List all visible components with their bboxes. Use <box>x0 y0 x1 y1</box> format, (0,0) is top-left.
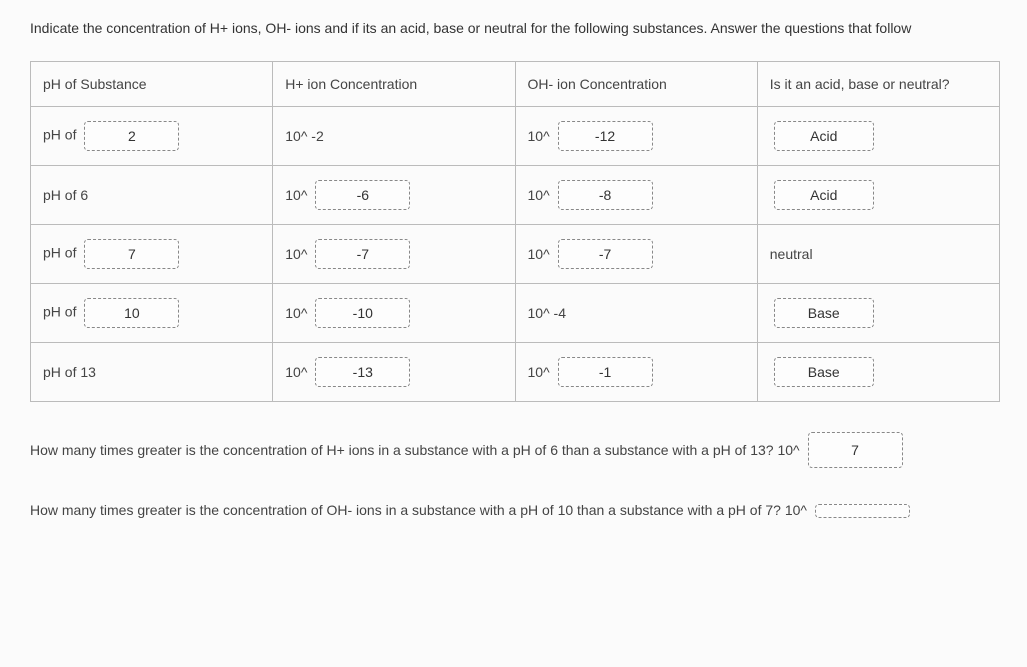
cell-h-ion: 10^ -7 <box>273 225 515 284</box>
cell-oh-ion: 10^ -7 <box>515 225 757 284</box>
ph-table: pH of Substance H+ ion Concentration OH-… <box>30 61 1000 402</box>
cell-class: Acid <box>757 166 999 225</box>
header-ph: pH of Substance <box>31 62 273 107</box>
cell-oh-ion: 10^ -12 <box>515 107 757 166</box>
class-static-neutral: neutral <box>770 246 813 262</box>
table-row: pH of 13 10^ -13 10^ -1 Base <box>31 343 1000 402</box>
ten-power-label: 10^ <box>528 187 550 203</box>
h-exp-input[interactable]: -7 <box>315 239 410 269</box>
question-1-text: How many times greater is the concentrat… <box>30 442 800 458</box>
class-input[interactable]: Base <box>774 298 874 328</box>
question-2-text: How many times greater is the concentrat… <box>30 502 807 518</box>
ph-of-13-label: pH of 13 <box>43 364 96 380</box>
cell-oh-ion: 10^ -1 <box>515 343 757 402</box>
cell-h-ion: 10^ -2 <box>273 107 515 166</box>
cell-class: neutral <box>757 225 999 284</box>
h-exp-input[interactable]: -10 <box>315 298 410 328</box>
question-2-answer[interactable] <box>815 504 910 518</box>
ph-of-6-label: pH of 6 <box>43 187 88 203</box>
cell-h-ion: 10^ -13 <box>273 343 515 402</box>
cell-ph: pH of 2 <box>31 107 273 166</box>
ph-of-label: pH of <box>43 304 76 320</box>
ph-value-input[interactable]: 10 <box>84 298 179 328</box>
h-ion-static: 10^ -2 <box>285 128 323 144</box>
h-exp-input[interactable]: -13 <box>315 357 410 387</box>
class-input[interactable]: Acid <box>774 121 874 151</box>
table-row: pH of 10 10^ -10 10^ -4 Base <box>31 284 1000 343</box>
class-input[interactable]: Acid <box>774 180 874 210</box>
cell-ph: pH of 13 <box>31 343 273 402</box>
table-header-row: pH of Substance H+ ion Concentration OH-… <box>31 62 1000 107</box>
cell-ph: pH of 10 <box>31 284 273 343</box>
cell-h-ion: 10^ -6 <box>273 166 515 225</box>
ph-of-label: pH of <box>43 245 76 261</box>
header-h-ion: H+ ion Concentration <box>273 62 515 107</box>
oh-ion-static: 10^ -4 <box>528 305 566 321</box>
h-exp-input[interactable]: -6 <box>315 180 410 210</box>
cell-ph: pH of 7 <box>31 225 273 284</box>
class-input[interactable]: Base <box>774 357 874 387</box>
header-class: Is it an acid, base or neutral? <box>757 62 999 107</box>
ten-power-label: 10^ <box>528 246 550 262</box>
ten-power-label: 10^ <box>285 364 307 380</box>
ten-power-label: 10^ <box>285 187 307 203</box>
oh-exp-input[interactable]: -7 <box>558 239 653 269</box>
cell-h-ion: 10^ -10 <box>273 284 515 343</box>
ph-value-input[interactable]: 2 <box>84 121 179 151</box>
ten-power-label: 10^ <box>285 246 307 262</box>
instruction-text: Indicate the concentration of H+ ions, O… <box>30 20 1007 36</box>
question-2: How many times greater is the concentrat… <box>30 498 1007 521</box>
header-oh-ion: OH- ion Concentration <box>515 62 757 107</box>
table-row: pH of 2 10^ -2 10^ -12 Acid <box>31 107 1000 166</box>
ten-power-label: 10^ <box>285 305 307 321</box>
ten-power-label: 10^ <box>528 364 550 380</box>
table-row: pH of 7 10^ -7 10^ -7 neutral <box>31 225 1000 284</box>
question-1: How many times greater is the concentrat… <box>30 432 1007 468</box>
ph-of-label: pH of <box>43 127 76 143</box>
ten-power-label: 10^ <box>528 128 550 144</box>
cell-oh-ion: 10^ -4 <box>515 284 757 343</box>
ph-value-input[interactable]: 7 <box>84 239 179 269</box>
oh-exp-input[interactable]: -12 <box>558 121 653 151</box>
cell-ph: pH of 6 <box>31 166 273 225</box>
cell-class: Base <box>757 343 999 402</box>
cell-class: Acid <box>757 107 999 166</box>
table-row: pH of 6 10^ -6 10^ -8 Acid <box>31 166 1000 225</box>
question-1-answer[interactable]: 7 <box>808 432 903 468</box>
oh-exp-input[interactable]: -1 <box>558 357 653 387</box>
oh-exp-input[interactable]: -8 <box>558 180 653 210</box>
cell-class: Base <box>757 284 999 343</box>
cell-oh-ion: 10^ -8 <box>515 166 757 225</box>
